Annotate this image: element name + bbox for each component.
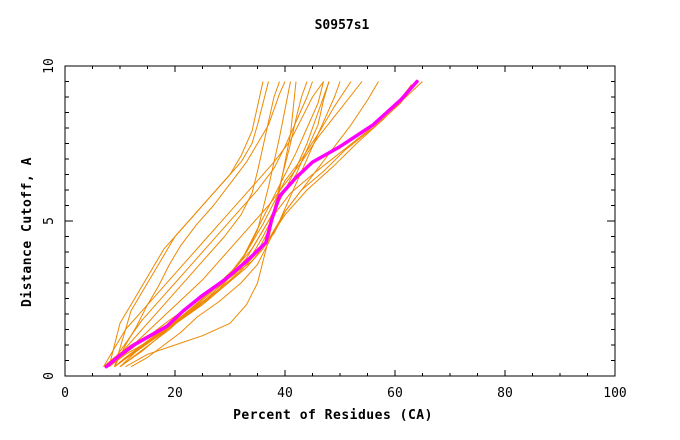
y-tick-label: 10 [42,58,57,74]
x-tick-label: 40 [277,386,293,401]
x-tick-label: 80 [497,386,513,401]
x-tick-label: 20 [167,386,183,401]
series-line-10 [119,81,330,368]
series-line-19 [108,81,264,367]
series-line-7 [114,81,324,368]
series-line-15 [119,81,379,368]
series-line-12 [125,81,297,368]
chart-title: S0957s1 [315,18,370,33]
highlight-line [104,79,419,369]
plot-frame [64,65,616,377]
series-line-17 [108,81,280,368]
y-axis-label: Distance Cutoff, A [20,157,35,307]
tick-labels: 0 20 40 60 80 100 0 5 10 [42,58,627,401]
highlight-layer [104,79,419,369]
x-axis-label: Percent of Residues (CA) [233,408,433,423]
series-line-13 [114,81,352,368]
series-line-2 [108,84,412,368]
series-line-8 [119,81,291,368]
series-line-9 [103,81,324,367]
series-line-16 [114,81,286,367]
series-line-14 [108,81,363,368]
y-tick-label: 5 [42,217,57,225]
x-tick-label: 60 [387,386,403,401]
y-tick-label: 0 [42,372,57,380]
axis-ticks [64,65,616,377]
x-tick-label: 0 [61,386,69,401]
x-tick-label: 100 [603,386,626,401]
